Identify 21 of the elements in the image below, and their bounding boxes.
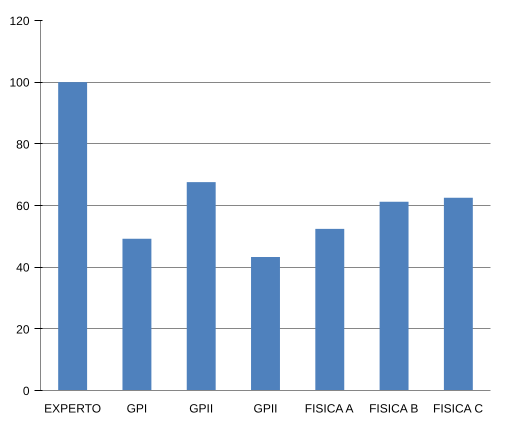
x-tick-label: FISICA B xyxy=(369,402,418,416)
y-tick-label: 40 xyxy=(16,260,30,275)
x-tick-label: GPII xyxy=(189,402,214,416)
bar xyxy=(444,198,473,390)
x-tick-label: EXPERTO xyxy=(44,402,102,416)
bar xyxy=(315,228,344,390)
bar xyxy=(186,182,216,390)
bar xyxy=(58,82,88,390)
y-tick-label: 100 xyxy=(9,76,30,90)
x-tick-label: FISICA A xyxy=(304,402,354,416)
x-tick-label: GPII xyxy=(253,402,278,416)
y-tick-label: 60 xyxy=(16,199,30,213)
bar xyxy=(251,256,280,390)
y-tick-label: 120 xyxy=(9,14,30,28)
y-tick-label: 80 xyxy=(16,137,30,152)
x-tick-label: GPI xyxy=(126,402,148,416)
x-tick-label: FISICA C xyxy=(433,402,484,416)
bar xyxy=(380,202,409,390)
y-tick-label: 20 xyxy=(16,322,30,336)
y-tick-label: 0 xyxy=(22,384,30,398)
bar xyxy=(122,238,152,390)
